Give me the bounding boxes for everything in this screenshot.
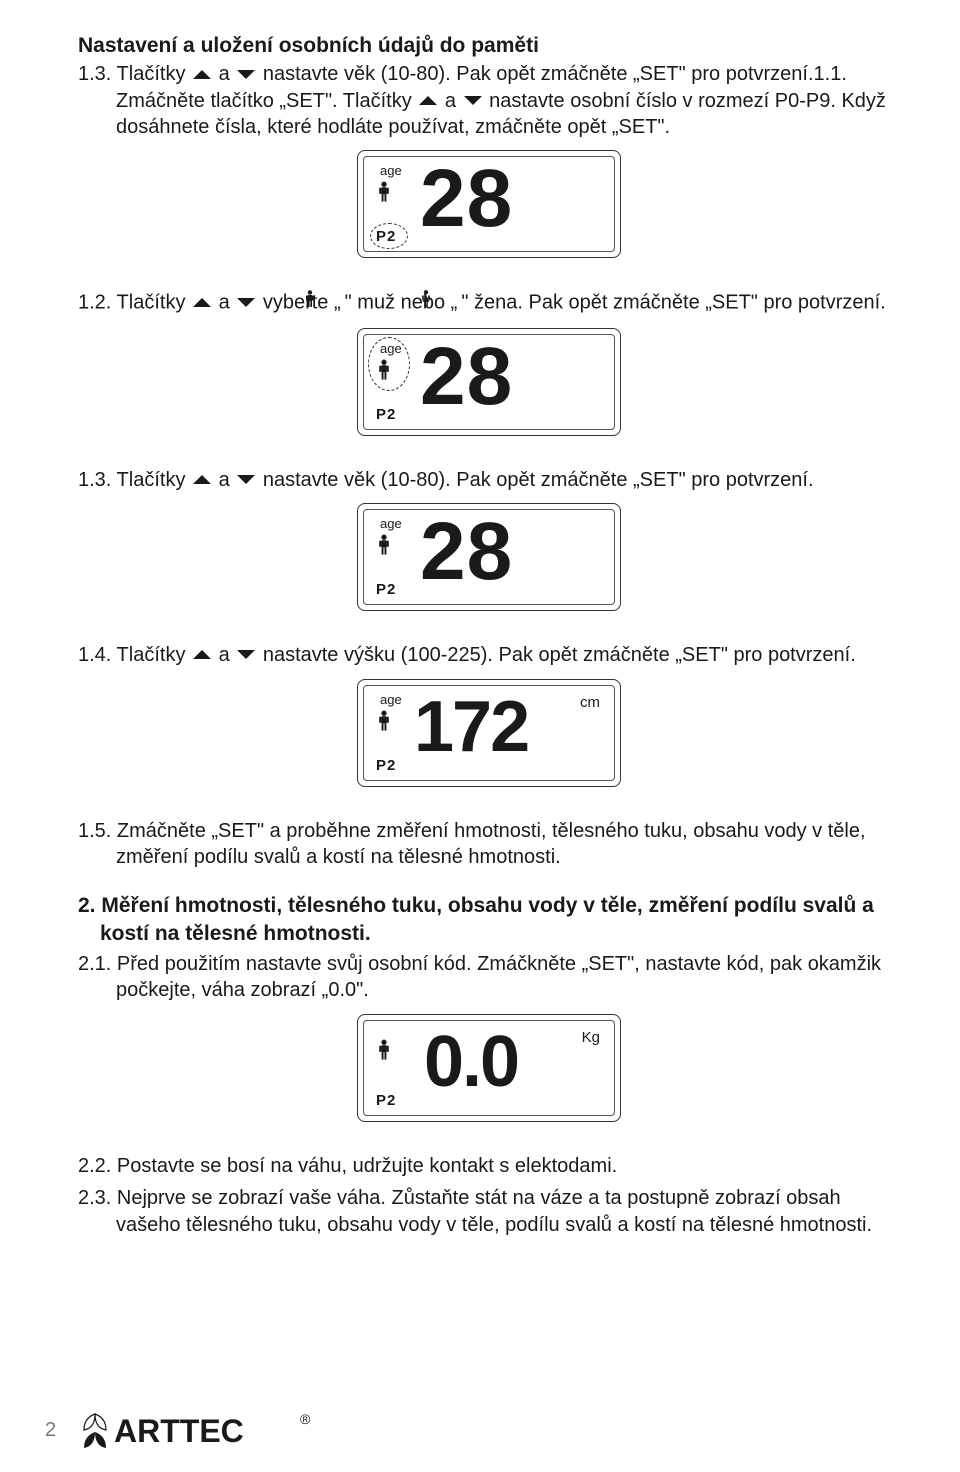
text: nastavte výšku (100-225). Pak opět zmáčn…: [257, 644, 856, 666]
heading: Nastavení a uložení osobních údajů do pa…: [78, 32, 900, 59]
up-icon: [419, 96, 437, 105]
page-number: 2: [45, 1419, 56, 1442]
lcd-value: 28: [420, 152, 513, 246]
lcd-p-label: P2: [376, 757, 396, 774]
text: a: [213, 292, 235, 314]
person-icon: [378, 710, 390, 737]
lcd-unit: Kg: [582, 1029, 600, 1046]
para-4: 1.4. Tlačítky a nastavte výšku (100-225)…: [78, 642, 900, 668]
section-2-heading: 2. Měření hmotnosti, tělesného tuku, obs…: [78, 892, 900, 947]
down-icon: [237, 475, 255, 484]
lcd-value: 172: [414, 686, 528, 768]
down-icon: [237, 298, 255, 307]
text: a: [213, 644, 235, 666]
lcd-display-4: age P2 172 cm: [78, 679, 900, 792]
lcd-value: 0.0: [424, 1021, 518, 1103]
lcd-display-2: age P2 28: [78, 328, 900, 441]
text: nastavte věk (10-80). Pak opět zmáčněte …: [257, 469, 813, 491]
para-3: 1.3. Tlačítky a nastavte věk (10-80). Pa…: [78, 467, 900, 493]
text: vyberte „: [257, 292, 340, 314]
logo-icon: [80, 1412, 110, 1448]
lcd-unit: cm: [580, 694, 600, 711]
para-22: 2.2. Postavte se bosí na váhu, udržujte …: [78, 1153, 900, 1179]
text: a: [213, 63, 235, 85]
up-icon: [193, 70, 211, 79]
lcd-value: 28: [420, 505, 513, 599]
footer: 2 ARTTEC ®: [45, 1412, 314, 1448]
text: 1.4. Tlačítky: [78, 644, 191, 666]
down-icon: [237, 650, 255, 659]
text: a: [213, 469, 235, 491]
lcd-p-label: P2: [376, 1092, 396, 1109]
para-5: 1.5. Zmáčněte „SET" a proběhne změření h…: [78, 818, 900, 871]
logo: ARTTEC ®: [80, 1412, 314, 1448]
para-21: 2.1. Před použitím nastavte svůj osobní …: [78, 951, 900, 1004]
text: 1.2. Tlačítky: [78, 292, 191, 314]
para-1: 1.3. Tlačítky a nastavte věk (10-80). Pa…: [78, 61, 900, 140]
para-2: 1.2. Tlačítky a vyberte „" muž nebo „" ž…: [78, 289, 900, 317]
down-icon: [237, 70, 255, 79]
logo-text: ARTTEC ®: [114, 1412, 314, 1448]
svg-text:ARTTEC: ARTTEC: [114, 1413, 244, 1448]
lcd-display-3: age P2 28: [78, 503, 900, 616]
text: 1.3. Tlačítky: [78, 469, 191, 491]
up-icon: [193, 298, 211, 307]
lcd-p-label: P2: [376, 581, 396, 598]
lcd-p-label: P2: [376, 406, 396, 423]
up-icon: [193, 650, 211, 659]
text: a: [439, 90, 461, 112]
lcd-value: 28: [420, 330, 513, 424]
lcd-display-5: P2 0.0 Kg: [78, 1014, 900, 1127]
person-icon: [378, 1039, 390, 1066]
para-23: 2.3. Nejprve se zobrazí vaše váha. Zůsta…: [78, 1185, 900, 1238]
text: 1.3. Tlačítky: [78, 63, 191, 85]
person-icon: [378, 534, 390, 561]
down-icon: [464, 96, 482, 105]
text: " muž nebo „: [345, 292, 458, 314]
lcd-age-label: age: [380, 163, 402, 178]
lcd-age-label: age: [380, 516, 402, 531]
person-icon: [378, 181, 390, 208]
up-icon: [193, 475, 211, 484]
text: " žena. Pak opět zmáčněte „SET" pro potv…: [461, 292, 885, 314]
svg-text:®: ®: [300, 1412, 311, 1427]
lcd-display-1: age P2 28: [78, 150, 900, 263]
lcd-age-label: age: [380, 692, 402, 707]
